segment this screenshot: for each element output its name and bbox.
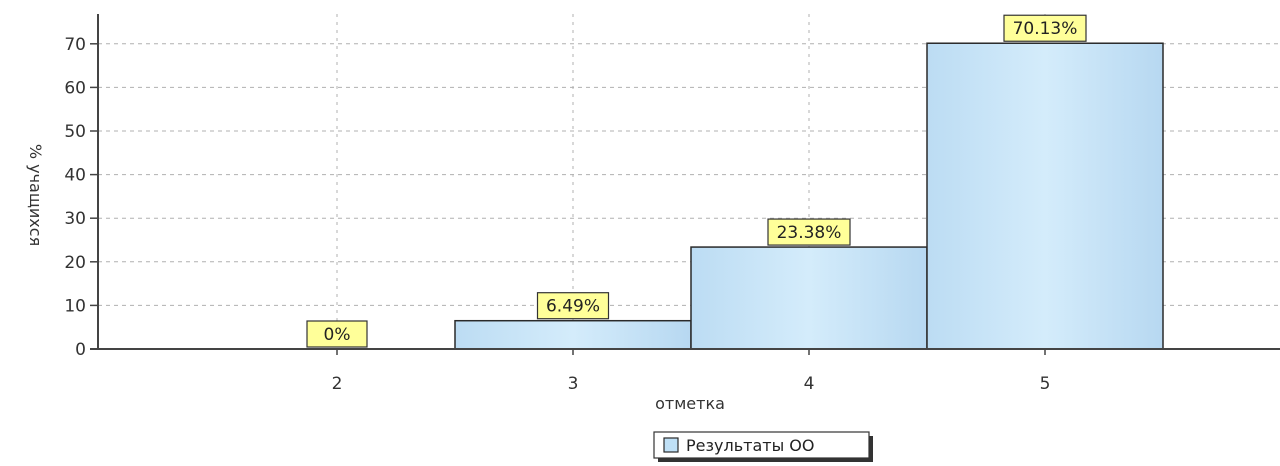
x-tick-label: 5 [1040, 374, 1051, 394]
y-ticks: 0 10 20 30 40 50 60 70 [64, 35, 98, 360]
y-tick-label: 70 [64, 35, 86, 55]
legend-box [653, 431, 870, 459]
y-tick-label: 0 [75, 340, 86, 360]
data-label-box [767, 218, 851, 246]
x-tick-label: 4 [804, 374, 815, 394]
y-tick-label: 30 [64, 209, 86, 229]
legend: Результаты ОО [653, 431, 873, 462]
data-label-3: 6.49% [536, 292, 610, 320]
legend-label: Результаты ОО [686, 436, 814, 455]
bar-3 [454, 319, 692, 350]
y-tick-label: 60 [64, 78, 86, 98]
data-label-box [1003, 14, 1087, 42]
data-label-text: 23.38% [777, 223, 842, 243]
data-labels: 0% 6.49% 23.38% 70.13% [306, 14, 1087, 348]
y-axis-title: % учащихся [26, 144, 45, 246]
x-tick-label: 3 [568, 374, 579, 394]
data-label-text: 0% [324, 325, 351, 345]
x-axis-title: отметка [655, 394, 725, 413]
data-label-text: 70.13% [1013, 19, 1078, 39]
y-tick-label: 10 [64, 296, 86, 316]
data-label-box [306, 320, 368, 348]
bar-5 [926, 42, 1164, 350]
data-label-text: 6.49% [546, 297, 600, 317]
data-label-2: 0% [306, 320, 368, 348]
data-label-box [536, 292, 610, 320]
axes [90, 14, 1280, 350]
y-tick-label: 20 [64, 253, 86, 273]
y-tick-label: 40 [64, 166, 86, 186]
x-tick-label: 2 [332, 374, 343, 394]
bars [454, 42, 1164, 350]
data-label-4: 23.38% [767, 218, 851, 246]
data-label-5: 70.13% [1003, 14, 1087, 42]
x-ticks: 2 3 4 5 [332, 349, 1051, 394]
legend-swatch [663, 437, 679, 453]
bar-4 [690, 246, 928, 350]
y-tick-label: 50 [64, 122, 86, 142]
